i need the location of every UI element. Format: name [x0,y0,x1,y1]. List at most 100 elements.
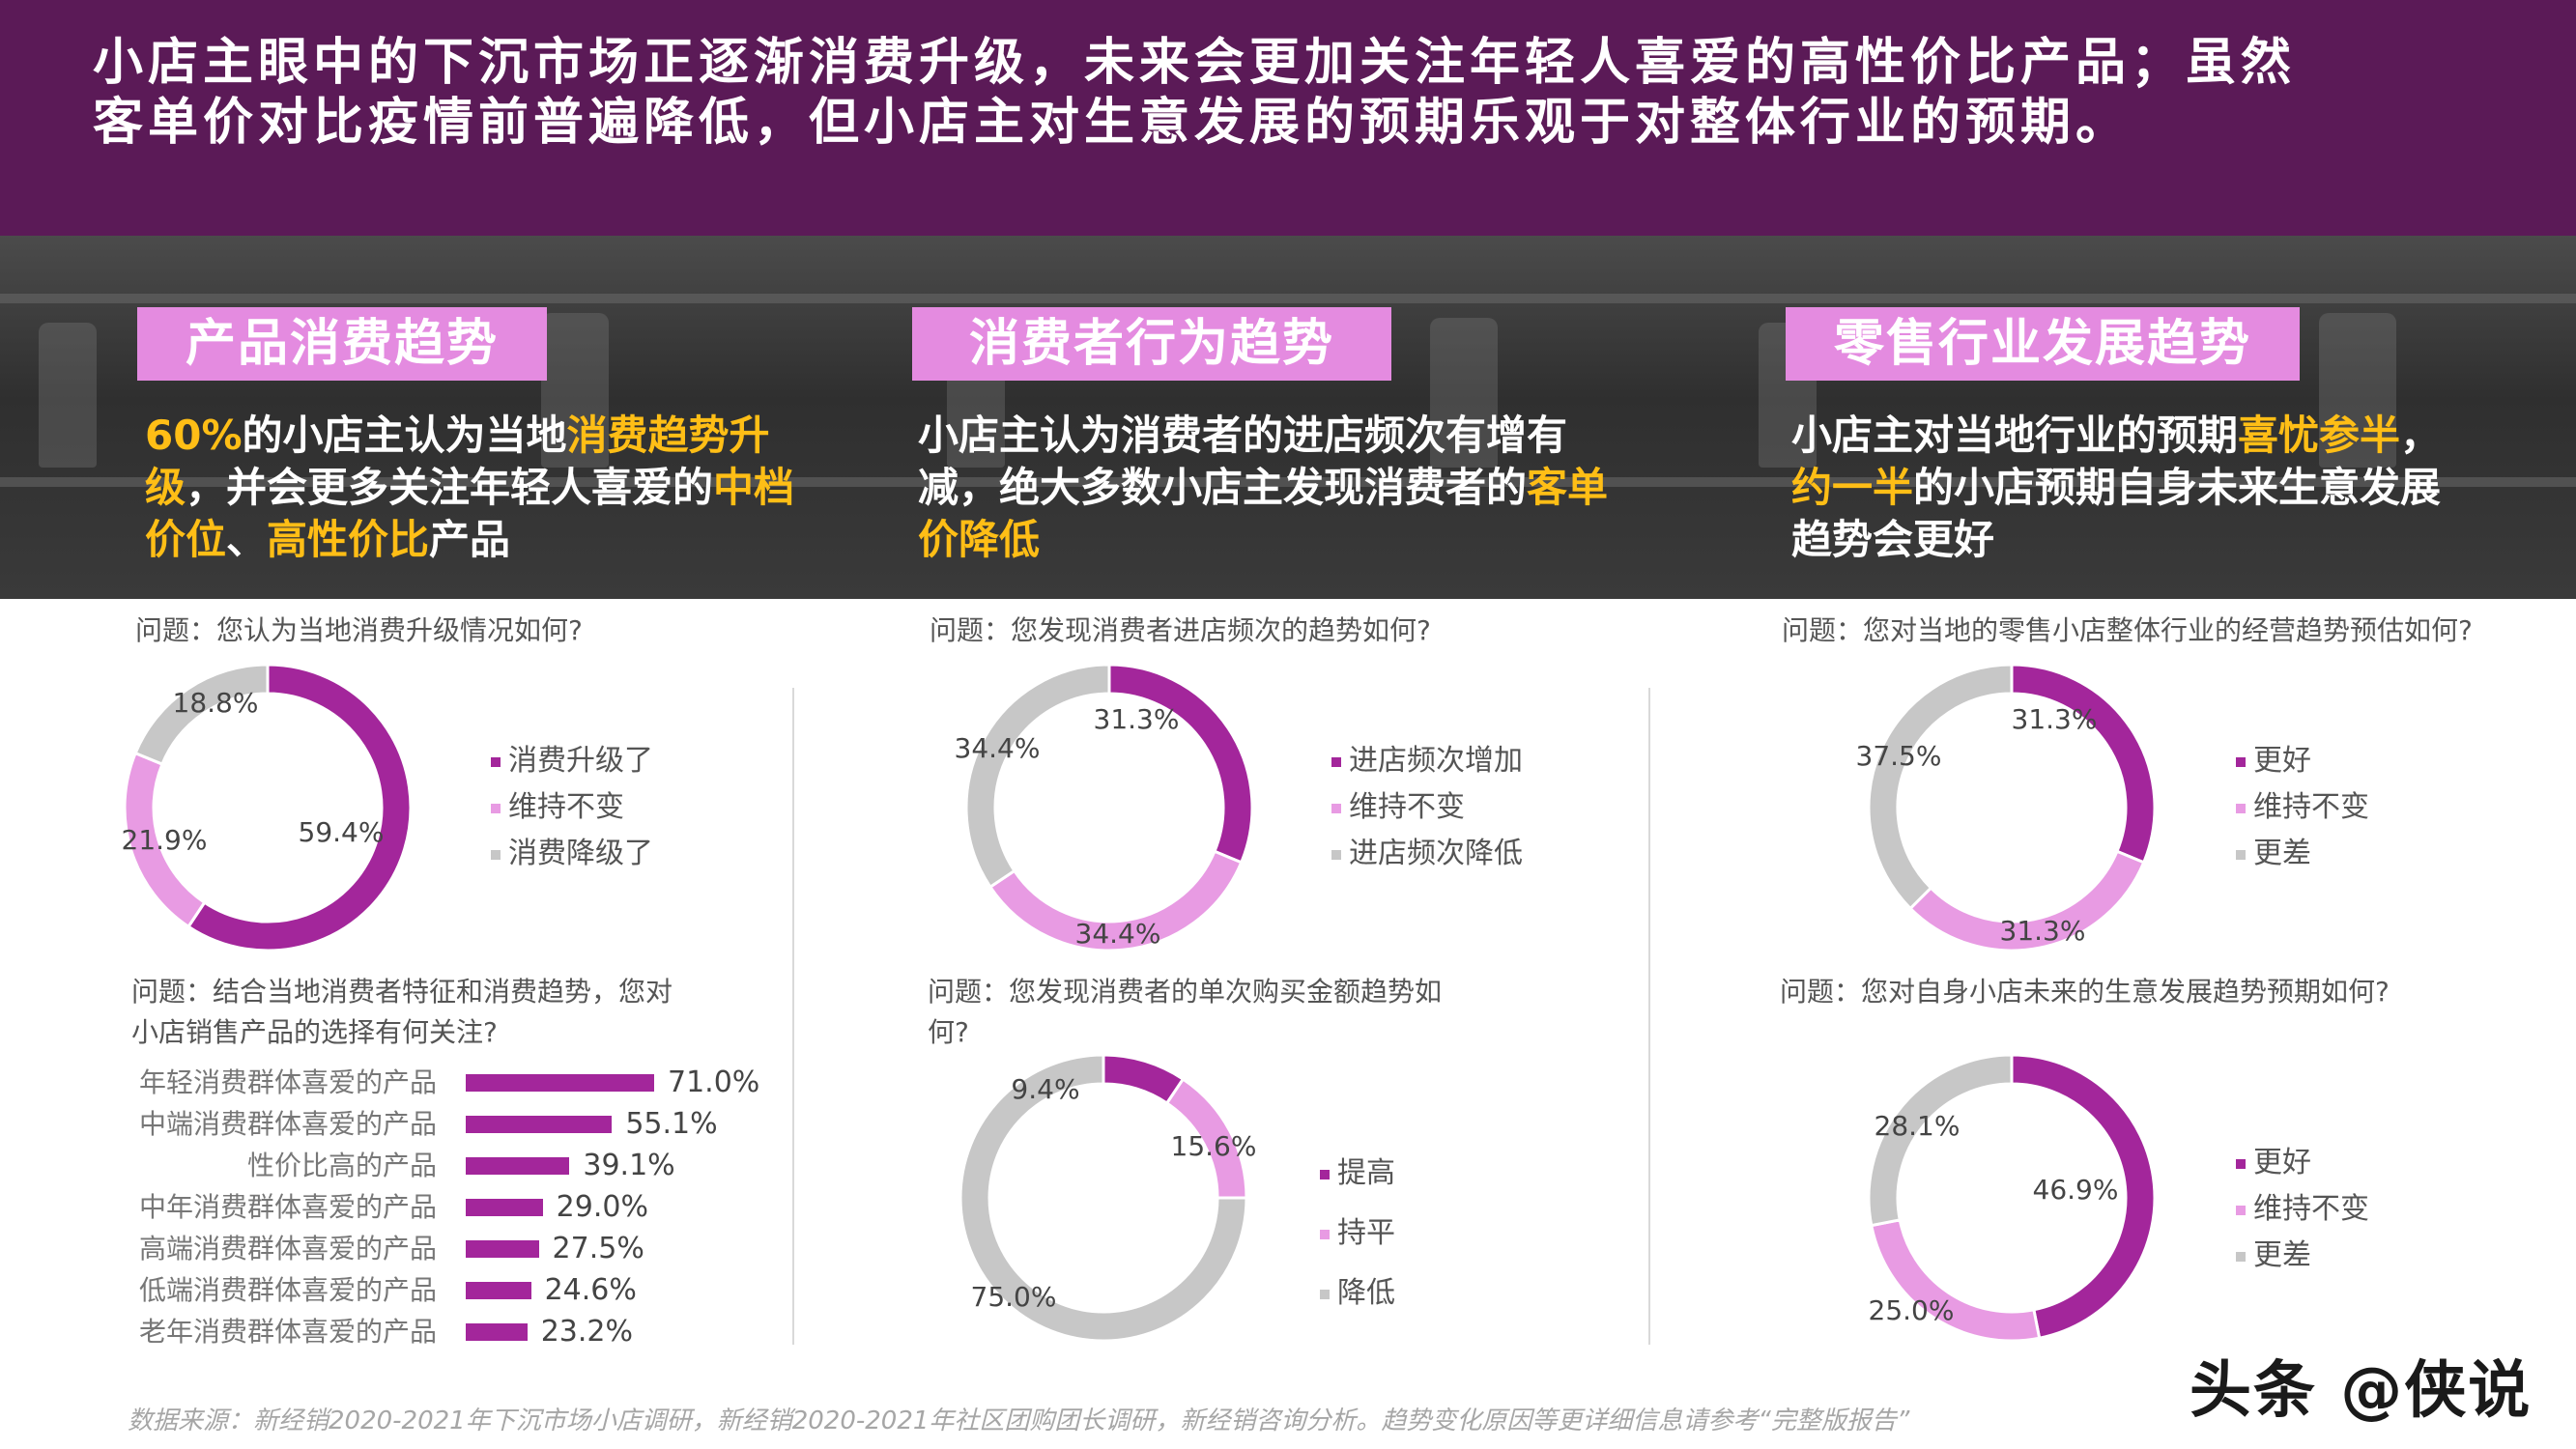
source-footnote: 数据来源：新经销2020-2021年下沉市场小店调研，新经销2020-2021年… [128,1406,1910,1435]
question-purchase-amount: 问题：您发现消费者的单次购买金额趋势如 何? [928,972,1442,1053]
legend-item: 更好 [2236,1140,2369,1186]
legend-industry-outlook: 更好维持不变更差 [2236,738,2369,877]
shelf-line [0,477,2576,487]
donut-data-label: 59.4% [299,816,385,848]
bar-value-label: 29.0% [556,1190,648,1224]
donut-chart-visit-frequency: 31.3% 34.4% 34.4% [955,663,1254,952]
question-line: 何? [928,1016,969,1048]
legend-swatch [2236,1158,2246,1169]
legend-swatch [1331,849,1341,860]
bar-row: 年轻消费群体喜爱的产品 71.0% [126,1063,783,1103]
donut-slice [2010,663,2157,865]
legend-label: 消费降级了 [508,837,653,870]
summary-text: ，并会更多关注年轻人喜爱的 [186,464,714,511]
donut-slice [186,663,413,952]
donut-data-label: 34.4% [955,732,1041,764]
donut-data-label: 15.6% [1171,1130,1257,1162]
bar-row: 老年消费群体喜爱的产品 23.2% [126,1312,783,1352]
legend-own-store-outlook: 更好 维持不变 更差 [2236,1140,2369,1279]
legend-swatch [1331,803,1341,813]
summary-text: 产品 [429,516,511,563]
legend-item: 更差 [2236,1233,2369,1279]
legend-label: 维持不变 [1349,790,1465,824]
legend-swatch [491,756,501,767]
legend-item: 维持不变 [491,784,653,831]
summary-text: 小店主对当地行业的预期 [1791,412,2239,459]
bar-value-label: 23.2% [540,1315,634,1349]
donut-data-label: 25.0% [1869,1294,1955,1326]
header-line-2: 客单价对比疫情前普遍降低，但小店主对生意发展的预期乐观于对整体行业的预期。 [93,94,2132,152]
donut-data-label: 31.3% [2000,915,2086,947]
legend-label: 维持不变 [2253,1192,2369,1226]
header-line-1: 小店主眼中的下沉市场正逐渐消费升级，未来会更加关注年轻人喜爱的高性价比产品；虽然 [93,34,2297,92]
highlight-text: 消费趋势升级 [145,412,770,511]
legend-label: 更好 [2253,744,2311,778]
bar-value-label: 71.0% [668,1065,760,1099]
question-line: 小店销售产品的选择有何关注? [131,1016,498,1048]
shelf-line [0,294,2576,303]
donut-slice [1107,663,1254,865]
legend-label: 提高 [1337,1156,1395,1190]
banner-background [0,236,2576,599]
summary-text: ， [2400,412,2442,459]
legend-item: 消费降级了 [491,831,653,877]
header-title: 小店主眼中的下沉市场正逐渐消费升级，未来会更加关注年轻人喜爱的高性价比产品；虽然… [93,33,2489,153]
summary-text: 的小店主认为当地 [242,412,567,459]
legend-purchase-amount: 提高持平降低 [1320,1144,1395,1323]
donut-chart-purchase-amount: 9.4% 15.6% 75.0% [959,1053,1257,1343]
legend-label: 更差 [2253,837,2311,870]
donut-data-label: 37.5% [1856,740,1942,772]
bar-value-label: 27.5% [552,1232,644,1265]
bar-value-label: 55.1% [625,1107,718,1141]
legend-label: 进店频次增加 [1349,744,1523,778]
legend-label: 更差 [2253,1238,2311,1272]
bar-category-label: 年轻消费群体喜爱的产品 [138,1066,437,1098]
bar [466,1199,543,1216]
section-summary-consumer: 小店主认为消费者的进店频次有增有减，绝大多数小店主发现消费者的客单价降低 [918,410,1614,566]
donut-slice [959,1053,1248,1343]
bar-category-label: 性价比高的产品 [246,1150,437,1181]
legend-swatch [2236,756,2246,767]
question-product-focus: 问题：结合当地消费者特征和消费趋势，您对 小店销售产品的选择有何关注? [131,972,673,1053]
donut-data-label: 34.4% [1075,918,1161,950]
legend-item: 降低 [1320,1264,1395,1323]
bar-category-label: 老年消费群体喜爱的产品 [138,1316,437,1348]
bottle-shape [1430,318,1498,468]
legend-label: 维持不变 [508,790,624,824]
donut-data-label: 21.9% [122,824,208,856]
legend-label: 持平 [1337,1216,1395,1250]
legend-swatch [2236,1205,2246,1215]
donut-data-label: 18.8% [173,687,259,719]
legend-swatch [1331,756,1341,767]
bar-row: 中端消费群体喜爱的产品 55.1% [126,1104,783,1145]
donut-chart-industry-outlook: 31.3% 31.3% 37.5% [1856,663,2157,952]
bottle-shape [541,313,609,468]
highlight-text: 约一半 [1791,464,1914,511]
bar-value-label: 39.1% [583,1149,675,1182]
bar-row: 高端消费群体喜爱的产品 27.5% [126,1229,783,1269]
header-band: 小店主眼中的下沉市场正逐渐消费升级，未来会更加关注年轻人喜爱的高性价比产品；虽然… [0,0,2576,236]
bar [466,1157,570,1175]
legend-swatch [1320,1169,1330,1179]
summary-text: 、 [226,516,268,563]
legend-swatch [2236,1251,2246,1262]
donut-data-label: 9.4% [1011,1073,1079,1105]
question-visit-frequency: 问题：您发现消费者进店频次的趋势如何? [930,614,1431,646]
summary-text: 小店主认为消费者的进店频次有增有减，绝大多数小店主发现消费者的 [918,412,1568,511]
highlight-text: 中档价位 [145,464,795,563]
question-consumption-upgrade: 问题：您认为当地消费升级情况如何? [135,614,583,646]
legend-label: 更好 [2253,1146,2311,1179]
column-divider [792,688,794,1345]
bar-category-label: 低端消费群体喜爱的产品 [138,1274,437,1306]
donut-slice [133,663,270,767]
highlight-text: 客单价降低 [918,464,1609,563]
legend-item: 维持不变 [2236,784,2369,831]
legend-label: 进店频次降低 [1349,837,1523,870]
bar-row: 性价比高的产品 39.1% [126,1146,783,1186]
legend-swatch [2236,803,2246,813]
bar-value-label: 24.6% [544,1273,637,1307]
column-divider [1648,688,1650,1345]
bar [466,1323,528,1341]
donut-data-label: 31.3% [2012,703,2098,735]
legend-swatch [1320,1229,1330,1239]
